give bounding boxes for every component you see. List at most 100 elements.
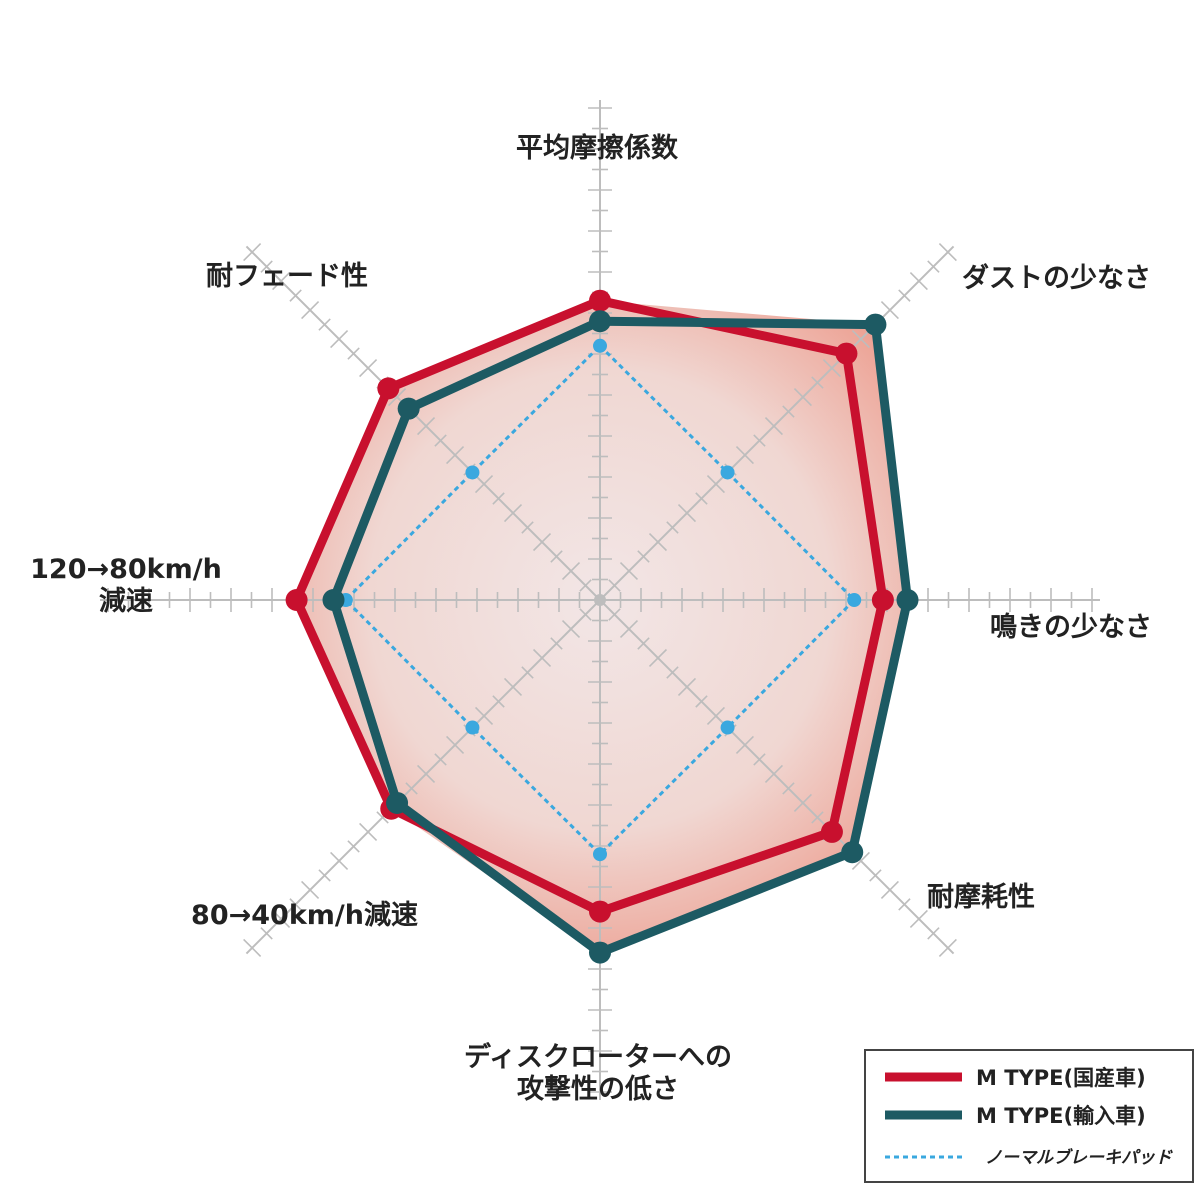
axis-tick — [898, 898, 911, 911]
series-2-point-avg-friction — [589, 310, 611, 333]
axis-label-wear-resistance: 耐摩耗性 — [927, 881, 1035, 913]
axis-tick — [869, 869, 882, 882]
axis-tick — [764, 417, 783, 436]
axis-tick — [648, 532, 668, 552]
axis-tick — [648, 648, 668, 668]
axis-tick — [330, 330, 349, 349]
axis-line-decel-80-40 — [245, 599, 601, 955]
axis-label-low-rotor-aggression: 攻撃性の低さ — [517, 1074, 679, 1105]
axis-tick — [695, 695, 708, 708]
axis-tick — [532, 648, 552, 668]
series-2-point-low-rotor-aggression — [589, 941, 611, 964]
axis-tick — [347, 347, 360, 360]
fill-layer — [296, 300, 908, 953]
axis-tick — [608, 608, 621, 621]
grid-layer — [100, 100, 1100, 1100]
chart-fill-area — [296, 300, 908, 953]
axis-tick — [735, 735, 755, 755]
axis-tick — [927, 260, 940, 273]
axis-tick — [376, 811, 389, 824]
axis-tick — [880, 301, 899, 320]
series-3-point-fade-resistance — [465, 465, 480, 480]
axis-tick — [417, 764, 436, 783]
axis-tick — [706, 474, 726, 494]
series-3-line — [344, 344, 856, 856]
series-3-point-wear-resistance — [720, 720, 735, 735]
axis-label-decel-120-80: 120→80km/h — [30, 554, 222, 585]
axis-tick — [909, 272, 928, 291]
axis-tick — [619, 561, 639, 581]
axis-tick — [666, 521, 679, 534]
axis-tick — [898, 289, 911, 302]
legend: M TYPE(国産車) M TYPE(輸入車) ノーマルブレーキパッド — [864, 1049, 1194, 1183]
axis-tick — [359, 359, 378, 378]
axis-tick — [260, 927, 273, 940]
axis-tick — [301, 301, 320, 320]
series-1-point-low-noise — [871, 589, 894, 611]
axis-tick — [927, 927, 940, 940]
series-1-point-avg-friction — [589, 289, 611, 312]
axis-tick — [851, 330, 870, 349]
axis-label-low-rotor-aggression: ディスクローターへの — [464, 1041, 732, 1073]
axis-tick — [388, 388, 407, 407]
axis-label-decel-80-40: 80→40km/h減速 — [191, 900, 418, 931]
series-2-point-fade-resistance — [397, 397, 420, 420]
axis-tick — [318, 318, 331, 331]
axis-tick — [637, 550, 650, 563]
series-3-point-low-noise — [847, 593, 862, 607]
axis-tick — [272, 909, 291, 928]
series-2-point-wear-resistance — [841, 841, 864, 864]
axis-tick — [782, 405, 795, 418]
axis-tick — [793, 388, 812, 407]
axis-tick — [637, 637, 650, 650]
axis-label-fade-resistance: 耐フェード性 — [206, 261, 368, 292]
axis-tick — [405, 782, 418, 795]
series-1-point-decel-120-80 — [285, 589, 308, 611]
axis-tick — [359, 822, 378, 841]
axis-tick — [243, 938, 262, 957]
axis-label-decel-120-80: 減速 — [99, 586, 153, 617]
axis-tick — [608, 579, 621, 592]
axis-tick — [909, 909, 928, 928]
axis-tick — [811, 811, 824, 824]
axis-tick — [260, 260, 273, 273]
axis-line-low-dust — [599, 245, 955, 601]
axis-tick — [706, 706, 726, 726]
series-3-point-decel-80-40 — [465, 720, 480, 735]
series-3-point-avg-friction — [593, 338, 607, 353]
axis-tick — [677, 677, 697, 697]
axis-tick — [492, 492, 505, 505]
axis-tick — [579, 579, 592, 592]
axis-line-fade-resistance — [245, 245, 601, 601]
axis-tick — [474, 706, 494, 726]
axis-tick — [822, 359, 841, 378]
axis-label-low-noise: 鳴きの少なさ — [990, 612, 1152, 643]
series-2 — [322, 310, 919, 964]
axis-tick — [272, 272, 291, 291]
axis-tick — [753, 434, 766, 447]
axis-tick — [347, 840, 360, 853]
series-2-point-decel-80-40 — [386, 791, 409, 814]
axis-tick — [938, 938, 957, 957]
axis-tick — [735, 445, 755, 465]
axis-tick — [619, 619, 639, 639]
axis-tick — [782, 782, 795, 795]
axis-tick — [503, 503, 523, 523]
legend-label-series-1: M TYPE(国産車) — [976, 1066, 1146, 1090]
axis-tick — [417, 417, 436, 436]
axis-tick — [318, 869, 331, 882]
axis-tick — [938, 243, 957, 262]
axis-label-avg-friction: 平均摩擦係数 — [516, 132, 679, 164]
axis-tick — [851, 851, 870, 870]
axis-tick — [811, 376, 824, 389]
axis-tick — [301, 880, 320, 899]
axis-tick — [289, 898, 302, 911]
axis-tick — [521, 666, 534, 679]
axis-tick — [550, 550, 563, 563]
axis-tick — [434, 434, 447, 447]
axis-tick — [289, 289, 302, 302]
axis-tick — [243, 243, 262, 262]
axis-tick — [521, 521, 534, 534]
